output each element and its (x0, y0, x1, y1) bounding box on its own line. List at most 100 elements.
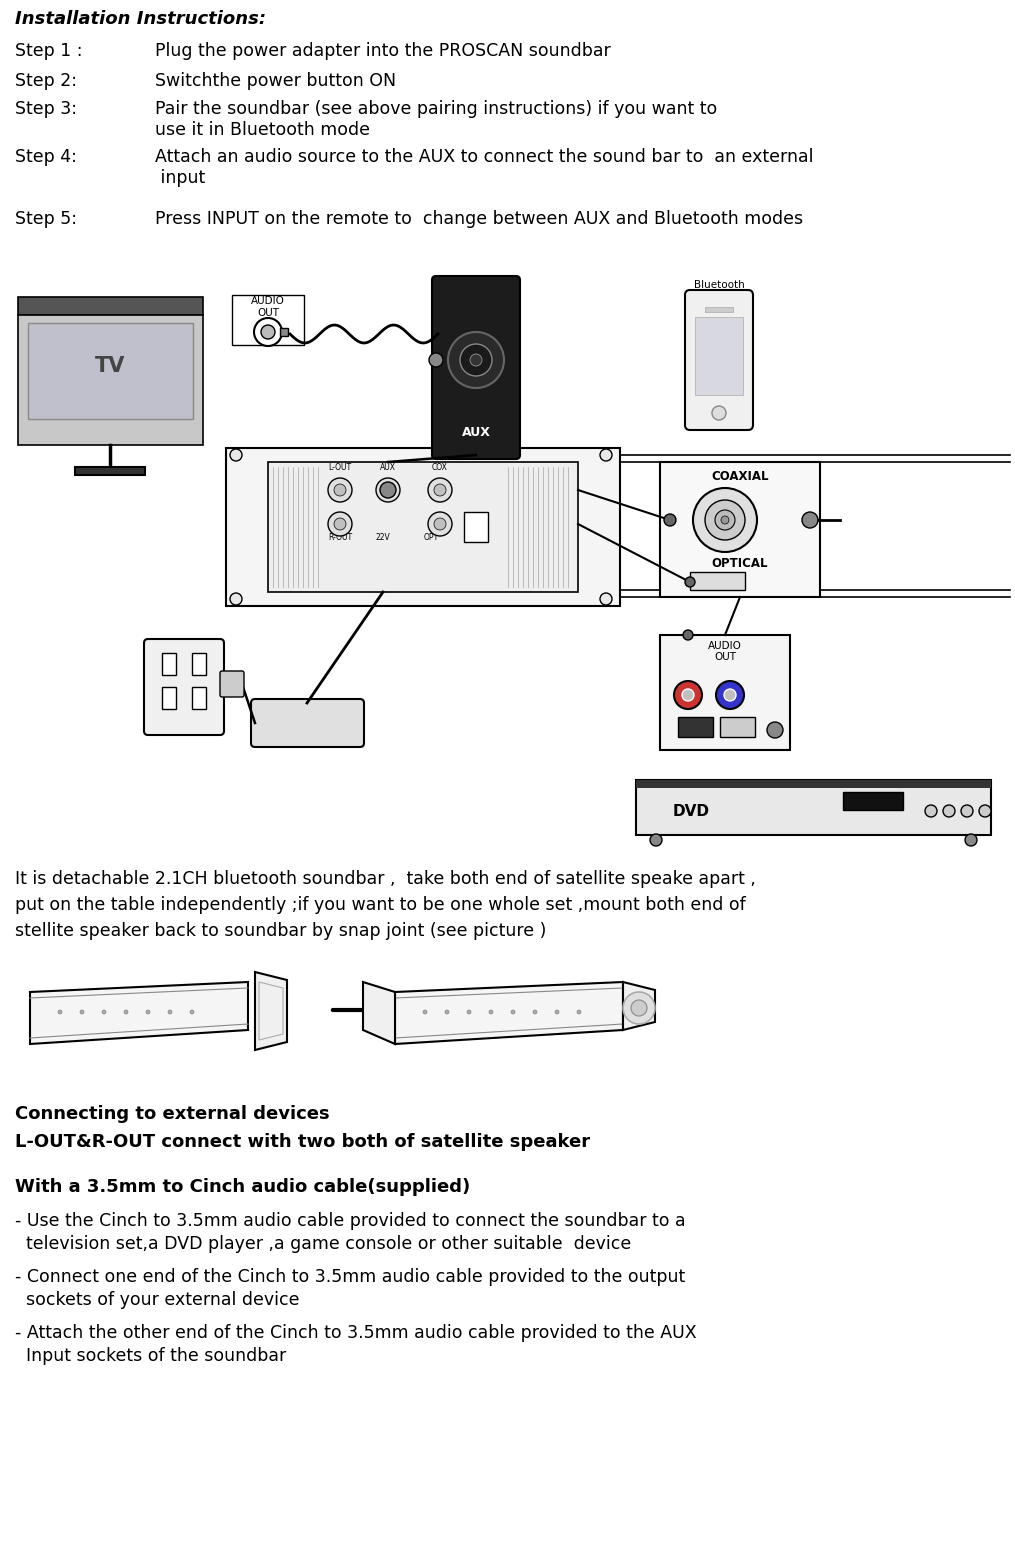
Text: AUX: AUX (462, 427, 490, 439)
Polygon shape (395, 982, 623, 1044)
Circle shape (334, 518, 346, 529)
Circle shape (423, 1010, 427, 1013)
Circle shape (434, 484, 446, 497)
Text: put on the table independently ;if you want to be one whole set ,mount both end : put on the table independently ;if you w… (15, 896, 746, 914)
Circle shape (623, 992, 655, 1024)
Circle shape (925, 805, 937, 816)
Text: Step 3:: Step 3: (15, 99, 77, 118)
Text: AUDIO
OUT: AUDIO OUT (251, 296, 285, 318)
Circle shape (460, 345, 492, 376)
Circle shape (376, 478, 400, 501)
Bar (268, 462, 578, 591)
Circle shape (58, 1010, 62, 1013)
Text: OPT: OPT (423, 532, 438, 542)
Circle shape (724, 689, 736, 702)
Circle shape (600, 593, 612, 605)
Circle shape (334, 484, 346, 497)
Circle shape (683, 630, 693, 639)
Circle shape (382, 484, 394, 497)
Polygon shape (363, 982, 395, 1044)
Circle shape (716, 681, 744, 709)
Polygon shape (623, 982, 655, 1031)
Circle shape (712, 407, 726, 421)
Bar (226, 449, 620, 605)
Bar (75, 467, 145, 475)
Circle shape (650, 833, 662, 846)
Circle shape (467, 1010, 471, 1013)
Circle shape (961, 805, 973, 816)
Circle shape (555, 1010, 559, 1013)
Bar (162, 688, 176, 709)
Circle shape (489, 1010, 493, 1013)
Bar (162, 653, 176, 675)
Bar (678, 717, 713, 737)
Circle shape (685, 577, 695, 587)
Bar (843, 792, 903, 810)
Text: DVD: DVD (673, 804, 709, 818)
Bar (232, 295, 304, 345)
Circle shape (470, 354, 482, 366)
Circle shape (80, 1010, 84, 1013)
Text: Attach an audio source to the AUX to connect the sound bar to  an external
 inpu: Attach an audio source to the AUX to con… (155, 147, 813, 186)
Bar (18, 315, 203, 445)
Circle shape (102, 1010, 106, 1013)
Polygon shape (30, 982, 248, 1044)
Text: AUDIO
OUT: AUDIO OUT (708, 641, 742, 661)
Circle shape (577, 1010, 581, 1013)
Circle shape (328, 512, 352, 535)
Circle shape (146, 1010, 150, 1013)
Bar (636, 781, 991, 788)
Text: Bluetooth: Bluetooth (693, 279, 744, 290)
Bar (720, 717, 755, 737)
Text: Step 4:: Step 4: (15, 147, 77, 166)
FancyBboxPatch shape (144, 639, 224, 736)
Bar (464, 512, 488, 542)
Circle shape (715, 511, 735, 529)
Bar (690, 573, 745, 590)
Circle shape (979, 805, 991, 816)
Text: With a 3.5mm to Cinch audio cable(supplied): With a 3.5mm to Cinch audio cable(suppli… (15, 1178, 470, 1197)
Circle shape (429, 352, 443, 366)
Circle shape (767, 722, 783, 739)
Text: Installation Instructions:: Installation Instructions: (15, 9, 266, 28)
Circle shape (511, 1010, 515, 1013)
Bar (660, 462, 820, 598)
Text: Pair the soundbar (see above pairing instructions) if you want to
use it in Blue: Pair the soundbar (see above pairing ins… (155, 99, 718, 138)
Text: COAXIAL: COAXIAL (712, 470, 768, 483)
Circle shape (664, 514, 676, 526)
Text: Connecting to external devices: Connecting to external devices (15, 1105, 330, 1124)
Bar (280, 327, 288, 335)
FancyBboxPatch shape (220, 670, 244, 697)
Text: L-OUT: L-OUT (329, 462, 351, 472)
FancyBboxPatch shape (251, 698, 364, 747)
Text: - Use the Cinch to 3.5mm audio cable provided to connect the soundbar to a
  tel: - Use the Cinch to 3.5mm audio cable pro… (15, 1212, 685, 1252)
Circle shape (705, 500, 745, 540)
Circle shape (230, 449, 242, 461)
Bar (695, 317, 743, 396)
Text: COX: COX (432, 462, 448, 472)
Circle shape (802, 512, 818, 528)
Text: Step 1 :: Step 1 : (15, 42, 82, 61)
Circle shape (693, 487, 757, 553)
Bar (636, 781, 991, 835)
Circle shape (965, 833, 977, 846)
Bar (18, 296, 203, 315)
Text: L-OUT&R-OUT connect with two both of satellite speaker: L-OUT&R-OUT connect with two both of sat… (15, 1133, 590, 1152)
Circle shape (533, 1010, 537, 1013)
Circle shape (380, 483, 396, 498)
Circle shape (674, 681, 702, 709)
Bar (705, 307, 733, 312)
Text: - Attach the other end of the Cinch to 3.5mm audio cable provided to the AUX
  I: - Attach the other end of the Cinch to 3… (15, 1324, 696, 1364)
Circle shape (631, 999, 647, 1017)
Circle shape (328, 478, 352, 501)
Polygon shape (255, 972, 287, 1051)
Text: Step 5:: Step 5: (15, 210, 77, 228)
Text: Step 2:: Step 2: (15, 71, 77, 90)
Circle shape (168, 1010, 172, 1013)
Circle shape (190, 1010, 194, 1013)
Circle shape (124, 1010, 128, 1013)
Circle shape (445, 1010, 449, 1013)
Bar (28, 323, 193, 419)
Circle shape (230, 593, 242, 605)
Text: OPTICAL: OPTICAL (712, 557, 768, 570)
